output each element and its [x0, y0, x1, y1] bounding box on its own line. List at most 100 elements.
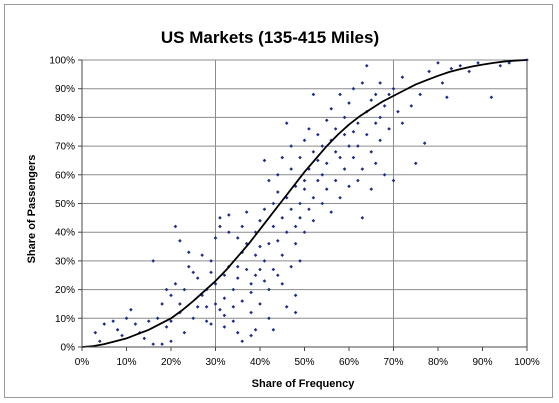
data-point — [271, 224, 276, 229]
x-tick-label: 0% — [75, 357, 90, 368]
data-point — [276, 173, 280, 177]
data-point — [338, 155, 342, 160]
x-axis-title: Share of Frequency — [252, 378, 356, 390]
data-point — [307, 207, 311, 212]
data-point — [187, 250, 191, 255]
data-point — [227, 213, 231, 217]
data-point — [258, 302, 262, 306]
data-point — [382, 173, 387, 177]
data-point — [289, 264, 293, 269]
data-point — [173, 224, 178, 229]
data-point — [249, 310, 253, 315]
data-point — [400, 121, 405, 125]
data-point — [160, 342, 164, 346]
data-point — [347, 144, 351, 148]
x-tick-label: 40% — [250, 357, 270, 368]
data-point — [342, 132, 347, 137]
data-point — [258, 267, 262, 272]
x-tick-label: 50% — [294, 357, 314, 368]
data-point — [164, 325, 169, 329]
data-point — [276, 190, 280, 194]
data-point — [422, 141, 427, 146]
data-point — [360, 216, 365, 220]
data-point — [324, 118, 329, 123]
data-point — [195, 276, 200, 280]
data-point — [320, 201, 325, 206]
data-point — [333, 127, 338, 131]
data-point — [253, 273, 258, 278]
data-point — [338, 92, 342, 97]
data-point — [316, 178, 320, 183]
data-point — [311, 150, 316, 154]
data-point — [231, 287, 236, 292]
data-point — [373, 92, 378, 97]
data-point — [418, 92, 422, 97]
scatter-points — [93, 58, 529, 346]
data-point — [378, 81, 382, 85]
data-point — [209, 322, 213, 326]
data-point — [360, 81, 365, 85]
data-point — [240, 339, 244, 344]
data-point — [244, 210, 249, 214]
data-point — [253, 327, 258, 332]
data-point — [440, 81, 445, 85]
data-point — [227, 230, 231, 234]
x-tick-label: 60% — [339, 357, 359, 368]
data-point — [155, 316, 160, 321]
data-point — [329, 210, 333, 214]
data-point — [396, 109, 400, 114]
data-point — [307, 167, 311, 171]
data-point — [284, 121, 289, 125]
data-point — [293, 224, 298, 229]
data-point — [280, 282, 285, 286]
data-point — [213, 236, 218, 240]
data-point — [409, 104, 414, 108]
data-point — [436, 61, 440, 65]
data-point — [284, 195, 289, 200]
data-point — [249, 333, 253, 338]
data-point — [302, 138, 307, 143]
data-point — [382, 104, 387, 108]
data-point — [271, 267, 276, 272]
data-point — [342, 167, 347, 171]
data-point — [302, 187, 307, 191]
data-point — [151, 342, 155, 346]
data-point — [262, 158, 267, 163]
data-point — [324, 187, 329, 191]
data-point — [258, 218, 262, 223]
data-point — [102, 322, 107, 326]
data-point — [124, 316, 129, 321]
data-point — [231, 319, 236, 323]
data-point — [120, 333, 124, 338]
data-point — [298, 216, 302, 220]
data-point — [182, 287, 187, 292]
data-point — [182, 330, 187, 335]
data-point — [191, 316, 196, 321]
data-point — [360, 167, 365, 171]
data-point — [320, 144, 325, 148]
data-point — [187, 264, 191, 269]
data-point — [311, 195, 316, 200]
data-point — [507, 61, 511, 65]
chart-title: US Markets (135-415 Miles) — [161, 28, 379, 47]
data-point — [169, 293, 173, 298]
data-point — [204, 319, 209, 323]
data-point — [449, 66, 454, 71]
data-point — [320, 173, 325, 177]
y-tick-label: 100% — [49, 56, 75, 67]
data-point — [249, 282, 253, 286]
data-point — [111, 319, 115, 323]
data-point — [356, 178, 360, 183]
data-point — [142, 336, 147, 341]
data-point — [369, 187, 374, 191]
data-point — [347, 184, 351, 189]
data-point — [365, 132, 369, 137]
x-tick-label: 70% — [383, 357, 403, 368]
data-point — [267, 287, 271, 292]
data-point — [311, 218, 316, 223]
data-point — [387, 92, 391, 97]
y-tick-label: 90% — [55, 84, 75, 95]
data-point — [115, 327, 120, 332]
data-point — [146, 319, 151, 323]
y-tick-label: 40% — [55, 228, 75, 239]
